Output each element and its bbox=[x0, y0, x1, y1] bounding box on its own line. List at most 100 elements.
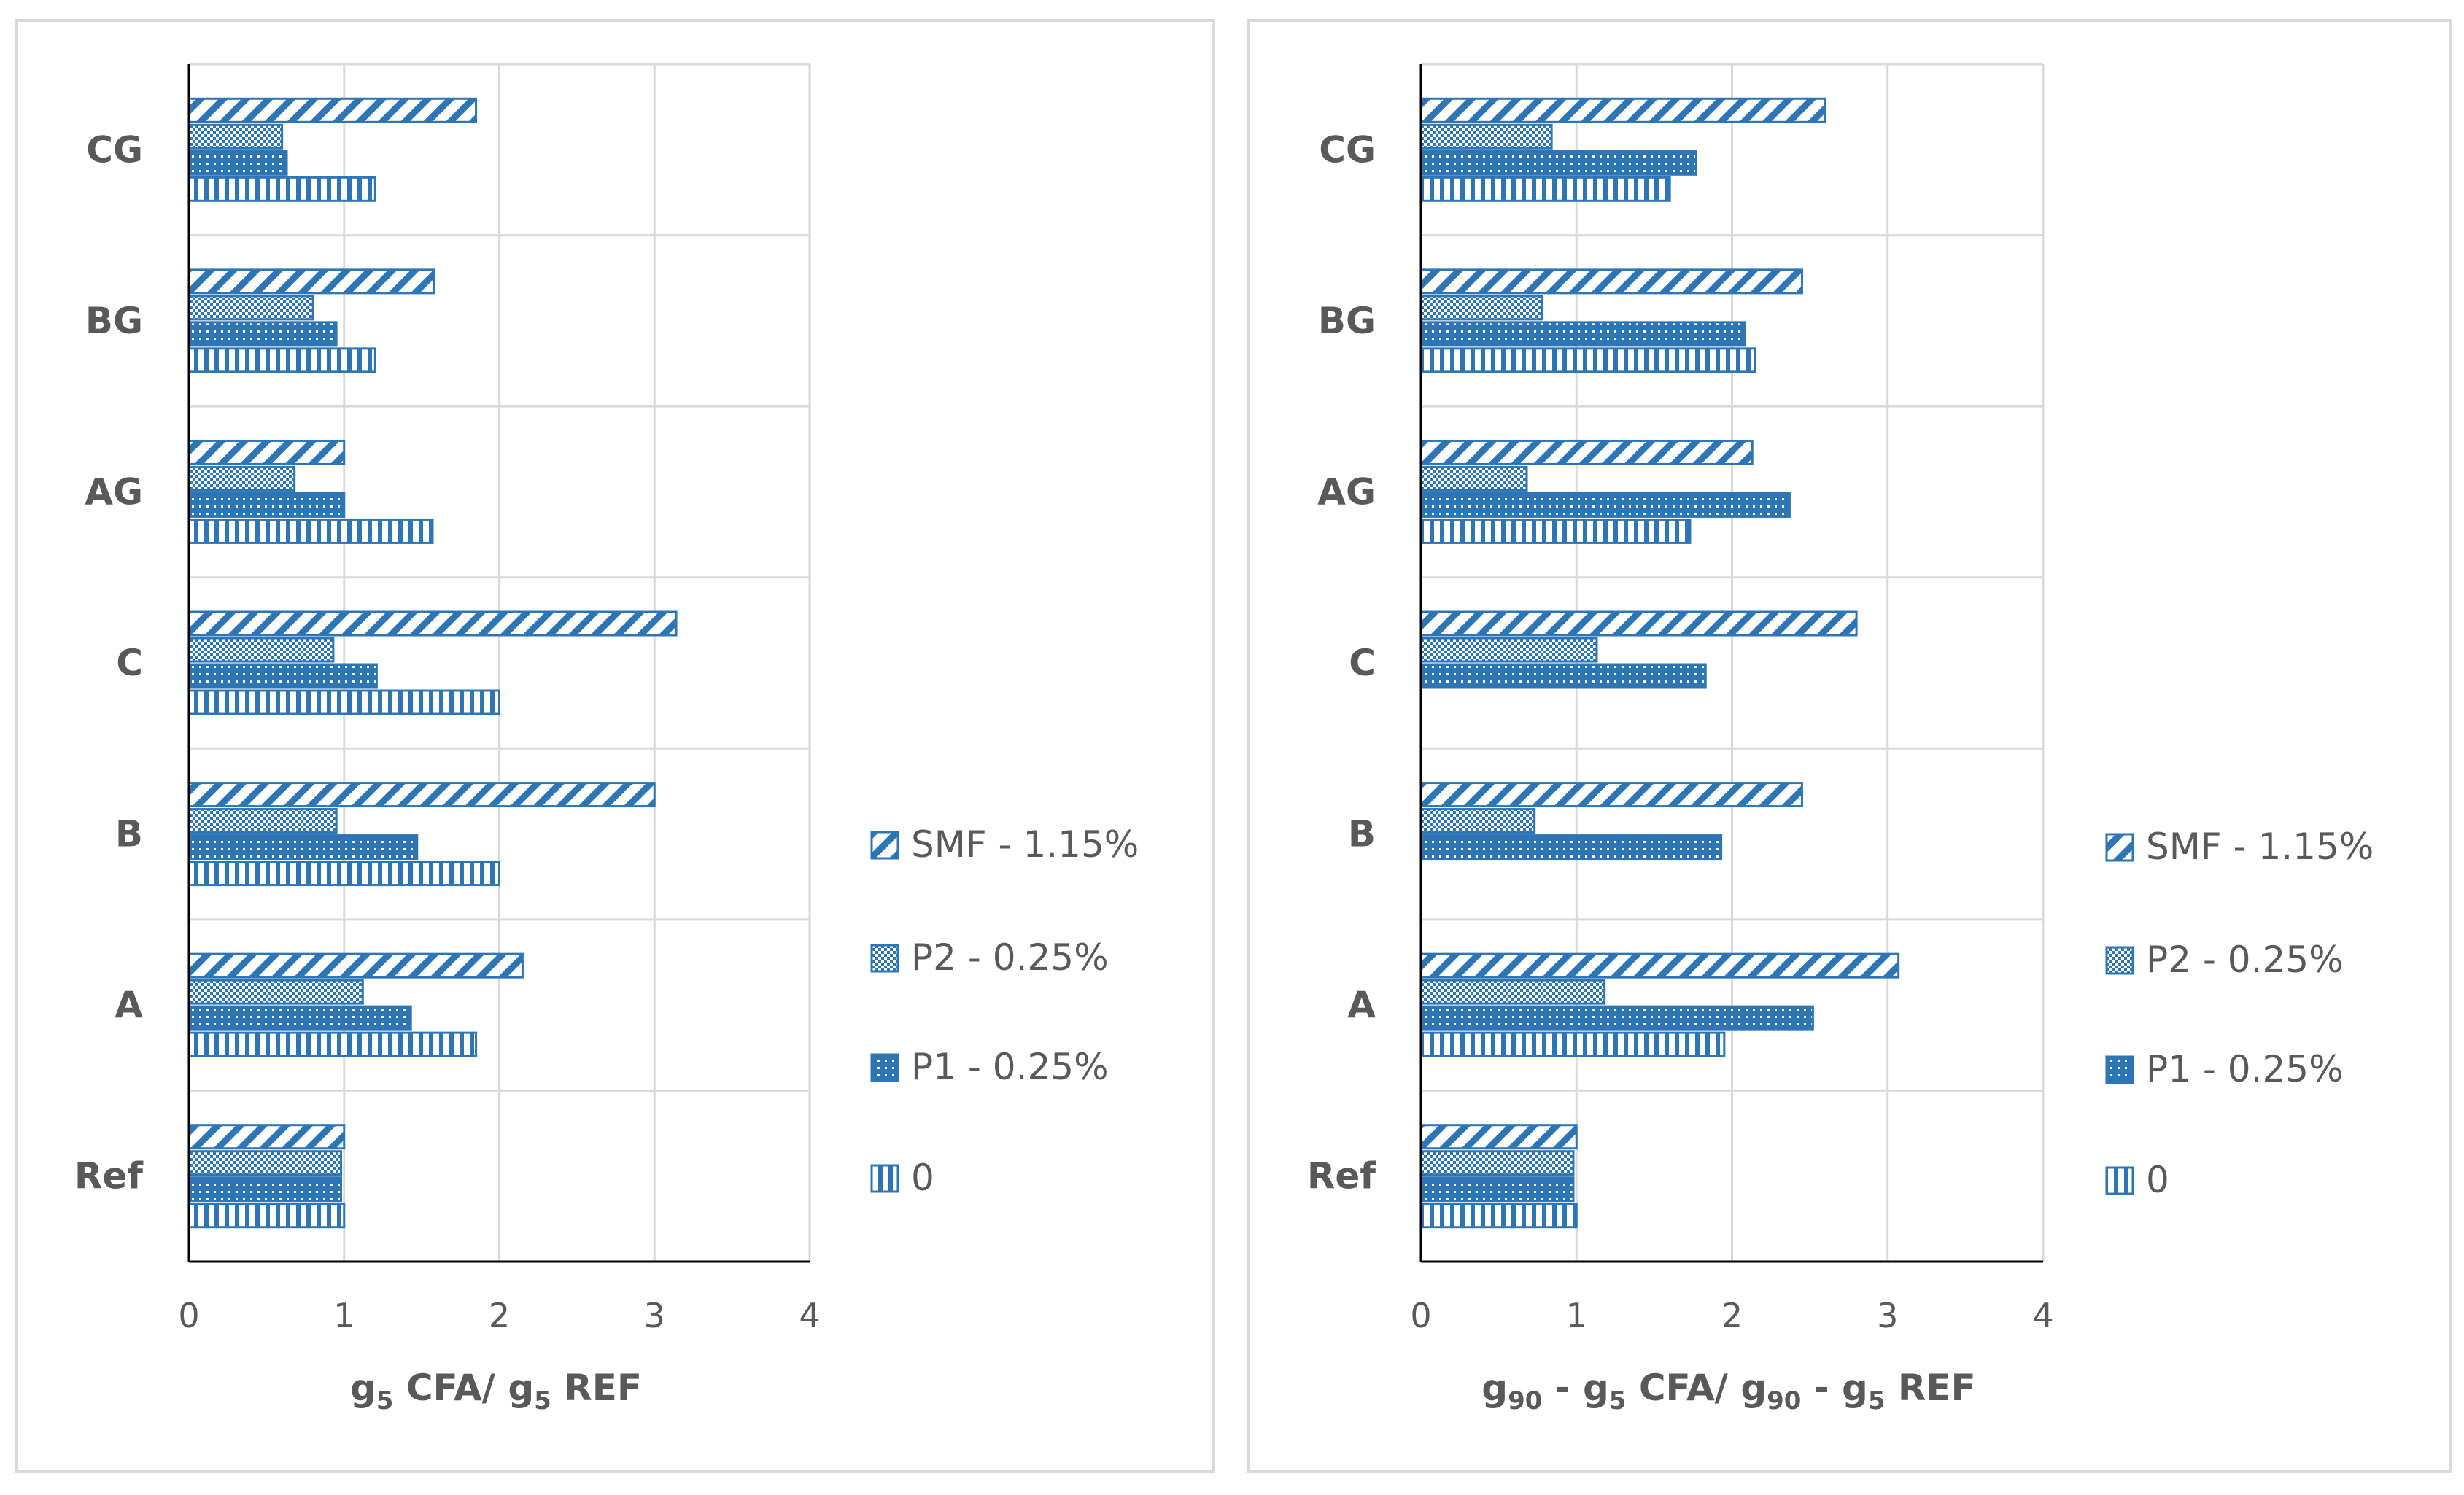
right-chart-legend: SMF - 1.15% P2 - 0.25% P1 - 0.25% 0 bbox=[2105, 826, 2374, 1201]
right-bar-a-smf-1-15 bbox=[1419, 952, 1900, 979]
left-xlabel-part-1: 5 bbox=[376, 1386, 394, 1416]
left-xlabel-part-0: g bbox=[350, 1367, 376, 1409]
left-chart-axes bbox=[187, 64, 810, 1263]
right-legend-swatch-p2-0-25 bbox=[2105, 946, 2134, 975]
left-chart-xlabel: g5 CFA/ g5 REF bbox=[350, 1367, 642, 1416]
right-chart-xlabel: g90 - g5 CFA/ g90 - g5 REF bbox=[1481, 1367, 1975, 1416]
left-category-label-a: A bbox=[115, 984, 143, 1026]
right-legend-label-0: 0 bbox=[2146, 1159, 2169, 1201]
left-bar-cg-p2-0-25 bbox=[187, 123, 284, 150]
left-bar-ag-p2-0-25 bbox=[187, 465, 296, 492]
right-xlabel-part-5: 90 bbox=[1767, 1386, 1801, 1416]
right-bar-bg-p1-0-25 bbox=[1419, 321, 1746, 347]
right-legend-swatch-0 bbox=[2105, 1166, 2134, 1195]
right-category-label-cg: CG bbox=[1319, 128, 1376, 171]
left-bar-a-p2-0-25 bbox=[187, 979, 364, 1005]
right-legend-swatch-p1-0-25 bbox=[2105, 1055, 2134, 1084]
right-chart-bars bbox=[1419, 97, 1900, 1229]
left-legend-label-p2-0-25: P2 - 0.25% bbox=[911, 936, 1109, 979]
left-xlabel-part-2: CFA/ g bbox=[393, 1367, 534, 1409]
left-bar-cg-smf-1-15 bbox=[187, 97, 478, 123]
left-bar-bg-smf-1-15 bbox=[187, 268, 435, 295]
right-bar-ref-p1-0-25 bbox=[1419, 1176, 1575, 1203]
left-x-tick-4: 4 bbox=[799, 1296, 820, 1335]
right-xlabel-part-4: CFA/ g bbox=[1626, 1367, 1767, 1409]
left-x-tick-2: 2 bbox=[489, 1296, 510, 1335]
left-legend-swatch-p2-0-25 bbox=[870, 944, 899, 973]
left-bar-ag-0 bbox=[187, 518, 434, 544]
right-bar-ag-smf-1-15 bbox=[1419, 439, 1754, 465]
right-x-tick-3: 3 bbox=[1877, 1296, 1898, 1335]
left-panel-border bbox=[15, 19, 1215, 1473]
left-bar-ref-p2-0-25 bbox=[187, 1150, 342, 1176]
right-bar-ref-p2-0-25 bbox=[1419, 1150, 1575, 1176]
left-bar-c-0 bbox=[187, 689, 500, 715]
right-bar-a-0 bbox=[1419, 1031, 1726, 1057]
right-bar-c-p2-0-25 bbox=[1419, 637, 1598, 663]
right-bar-ag-0 bbox=[1419, 518, 1692, 544]
right-chart-category-labels: Ref A B C AG BG CG bbox=[1307, 128, 1376, 1197]
left-xlabel-part-3: 5 bbox=[534, 1386, 551, 1416]
right-bar-bg-0 bbox=[1419, 347, 1756, 373]
left-chart-grid bbox=[189, 63, 811, 1262]
left-category-label-bg: BG bbox=[85, 300, 143, 342]
right-panel-border bbox=[1247, 19, 2452, 1473]
right-bar-ag-p1-0-25 bbox=[1419, 492, 1791, 518]
left-x-tick-3: 3 bbox=[644, 1296, 665, 1335]
left-chart-panel: Ref A B C AG BG CG 0 1 2 3 4 SMF - 1.15% P2 - 0.25%… bbox=[15, 19, 1215, 1473]
right-bar-a-p2-0-25 bbox=[1419, 979, 1606, 1005]
left-category-label-ref: Ref bbox=[74, 1155, 144, 1197]
right-bar-b-p2-0-25 bbox=[1419, 808, 1536, 834]
left-bar-a-p1-0-25 bbox=[187, 1005, 412, 1031]
left-bar-ag-p1-0-25 bbox=[187, 492, 346, 518]
left-category-label-ag: AG bbox=[85, 470, 143, 513]
left-bar-a-0 bbox=[187, 1031, 478, 1057]
left-chart-tick-labels: 0 1 2 3 4 bbox=[178, 1296, 820, 1335]
right-bar-ag-p2-0-25 bbox=[1419, 465, 1528, 492]
right-bar-bg-p2-0-25 bbox=[1419, 295, 1543, 321]
right-xlabel-part-3: 5 bbox=[1609, 1386, 1627, 1416]
right-category-label-b: B bbox=[1348, 813, 1376, 855]
right-category-label-ag: AG bbox=[1317, 470, 1376, 513]
left-bar-bg-p1-0-25 bbox=[187, 321, 338, 347]
left-legend-swatch-p1-0-25 bbox=[870, 1053, 899, 1082]
right-xlabel-part-7: 5 bbox=[1868, 1386, 1886, 1416]
left-bar-ag-smf-1-15 bbox=[187, 439, 346, 465]
left-bar-c-p2-0-25 bbox=[187, 637, 335, 663]
left-category-label-b: B bbox=[115, 813, 143, 855]
right-x-tick-1: 1 bbox=[1566, 1296, 1587, 1335]
right-bar-c-p1-0-25 bbox=[1419, 663, 1707, 689]
left-category-label-cg: CG bbox=[86, 128, 143, 171]
right-bar-a-p1-0-25 bbox=[1419, 1005, 1814, 1031]
right-x-tick-4: 4 bbox=[2032, 1296, 2053, 1335]
right-legend-swatch-smf-1-15 bbox=[2105, 833, 2134, 862]
right-bar-b-p1-0-25 bbox=[1419, 834, 1723, 861]
right-chart-tick-labels: 0 1 2 3 4 bbox=[1410, 1296, 2053, 1335]
left-bar-b-0 bbox=[187, 861, 500, 887]
right-category-label-bg: BG bbox=[1318, 300, 1376, 342]
left-bar-cg-p1-0-25 bbox=[187, 150, 288, 176]
left-bar-c-p1-0-25 bbox=[187, 663, 378, 689]
left-bar-c-smf-1-15 bbox=[187, 610, 678, 637]
left-bar-a-smf-1-15 bbox=[187, 952, 524, 979]
right-bar-bg-smf-1-15 bbox=[1419, 268, 1803, 295]
right-bar-cg-p1-0-25 bbox=[1419, 150, 1697, 176]
right-xlabel-part-1: 90 bbox=[1508, 1386, 1542, 1416]
left-bar-b-p1-0-25 bbox=[187, 834, 419, 861]
right-bar-ref-smf-1-15 bbox=[1419, 1124, 1578, 1150]
right-bar-cg-smf-1-15 bbox=[1419, 97, 1826, 123]
right-xlabel-part-0: g bbox=[1481, 1367, 1508, 1409]
left-bar-ref-p1-0-25 bbox=[187, 1176, 342, 1203]
right-chart-grid bbox=[1421, 63, 2045, 1262]
right-bar-c-smf-1-15 bbox=[1419, 610, 1858, 637]
left-category-label-c: C bbox=[116, 642, 143, 684]
left-legend-label-0: 0 bbox=[911, 1157, 934, 1199]
left-legend-swatch-smf-1-15 bbox=[870, 831, 899, 860]
left-chart-legend: SMF - 1.15% P2 - 0.25% P1 - 0.25% 0 bbox=[870, 823, 1139, 1199]
left-bar-ref-0 bbox=[187, 1203, 346, 1229]
right-category-label-c: C bbox=[1349, 642, 1376, 684]
right-category-label-a: A bbox=[1347, 984, 1376, 1026]
right-chart-axes bbox=[1419, 64, 2043, 1263]
left-chart-category-labels: Ref A B C AG BG CG bbox=[74, 128, 144, 1197]
